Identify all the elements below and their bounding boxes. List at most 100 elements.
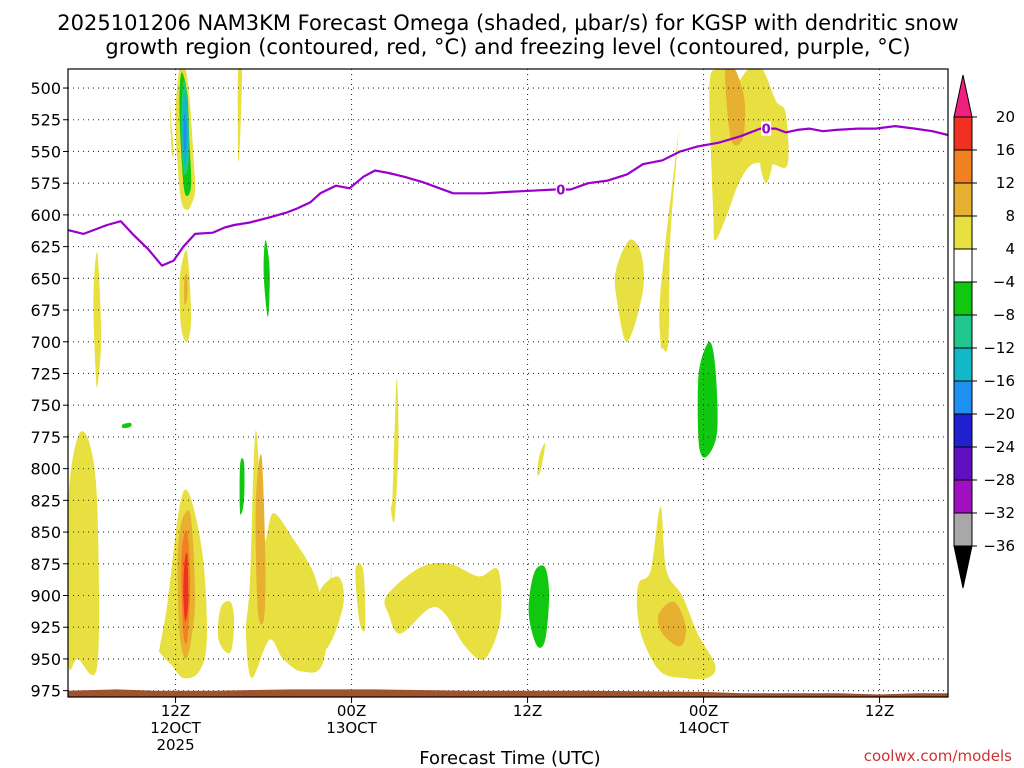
omega-region-neg20-4 <box>183 113 187 153</box>
y-tick-label-750: 750 <box>30 396 61 415</box>
plot-frame <box>67 68 949 698</box>
x-tick-label-h12-1: 12Z <box>161 702 190 720</box>
y-tick-label-675: 675 <box>30 301 61 320</box>
x-tick-label-h12-2: 12OCT <box>150 719 201 737</box>
omega-region-pos4-21 <box>317 576 344 650</box>
colorbar-swatch-8 <box>953 347 973 382</box>
colorbar-label-10: −24 <box>983 438 1015 456</box>
y-tick-label-825: 825 <box>30 491 61 510</box>
colorbar-label-9: −20 <box>983 405 1015 423</box>
omega-shading <box>68 69 789 680</box>
colorbar-swatch-4 <box>953 215 973 250</box>
y-tick-label-650: 650 <box>30 269 61 288</box>
x-tick-label-h30-1: 12Z <box>513 702 542 720</box>
omega-region-pos4-22 <box>355 563 366 632</box>
colorbar-bottom-arrow <box>953 545 973 589</box>
freezing-label-bg-0 <box>555 182 566 197</box>
x-tick-label-h21-2: 13OCT <box>326 719 377 737</box>
omega-region-pos4-24 <box>384 562 502 660</box>
y-tick-label-775: 775 <box>30 428 61 447</box>
colorbar-label-2: 12 <box>996 174 1015 192</box>
colorbar-swatch-1 <box>953 116 973 151</box>
colorbar-label-13: −36 <box>983 537 1015 555</box>
colorbar-swatch-5 <box>953 248 973 283</box>
chart-title-line1: 2025101206 NAM3KM Forecast Omega (shaded… <box>57 11 958 35</box>
x-tick-label-h39-2: 14OCT <box>678 719 729 737</box>
omega-region-pos8-33 <box>725 69 746 146</box>
omega-region-pos8-31 <box>657 601 687 647</box>
omega-region-pos4-6 <box>237 69 243 162</box>
colorbar-label-12: −32 <box>983 504 1015 522</box>
terrain <box>68 689 948 697</box>
colorbar-swatch-9 <box>953 380 973 415</box>
y-tick-label-600: 600 <box>30 206 61 225</box>
x-tick-label-h12-3: 2025 <box>156 736 194 754</box>
colorbar-label-11: −28 <box>983 471 1015 489</box>
x-axis-label: Forecast Time (UTC) <box>419 748 600 768</box>
omega-region-pos8-9 <box>184 273 188 305</box>
omega-region-neg8-29 <box>697 341 718 458</box>
omega-region-pos4-28 <box>659 129 679 352</box>
y-tick-label-800: 800 <box>30 460 61 479</box>
y-tick-label-700: 700 <box>30 333 61 352</box>
y-tick-label-875: 875 <box>30 555 61 574</box>
colorbar-label-1: 16 <box>996 141 1015 159</box>
omega-region-pos4-7 <box>93 252 102 388</box>
colorbar-label-5: −4 <box>993 273 1015 291</box>
freezing-level-line <box>67 124 949 267</box>
omega-region-pos4-5 <box>169 100 174 157</box>
omega-region-pos4-34 <box>760 148 772 184</box>
grid-lines <box>68 69 948 697</box>
colorbar-swatch-13 <box>953 512 973 547</box>
y-tick-label-850: 850 <box>30 523 61 542</box>
terrain-fill <box>68 689 948 697</box>
omega-region-pos16-16 <box>183 552 189 621</box>
y-tick-label-925: 925 <box>30 618 61 637</box>
omega-region-neg8-12 <box>121 422 132 429</box>
colorbar-label-3: 8 <box>1005 207 1015 225</box>
y-tick-label-550: 550 <box>30 142 61 161</box>
y-tick-label-725: 725 <box>30 364 61 383</box>
colorbar-top-arrow <box>953 74 973 118</box>
colorbar-swatch-2 <box>953 149 973 184</box>
x-tick-label-h48-1: 12Z <box>865 702 894 720</box>
x-tick-label-h21-1: 00Z <box>337 702 366 720</box>
colorbar-swatch-11 <box>953 446 973 481</box>
omega-region-pos4-26 <box>537 442 546 476</box>
y-axis: 500 525 550 575 600 625 650 675 700 725 750 775 800 8… <box>30 79 68 701</box>
colorbar-swatch-10 <box>953 413 973 448</box>
chart-title-line2: growth region (contoured, red, °C) and f… <box>105 35 910 59</box>
omega-region-pos4-17 <box>217 601 235 654</box>
y-tick-label-525: 525 <box>30 111 61 130</box>
omega-region-pos4-11 <box>68 431 100 676</box>
y-tick-label-625: 625 <box>30 238 61 257</box>
omega-region-pos4-23 <box>390 378 399 523</box>
colorbar-swatch-6 <box>953 281 973 316</box>
freezing-label-bg-1 <box>761 121 772 136</box>
omega-region-neg8-10 <box>263 240 270 318</box>
freezing-level-label-0: 0 <box>556 184 565 199</box>
colorbar-swatch-7 <box>953 314 973 349</box>
omega-region-pos4-19 <box>245 430 333 679</box>
credit-text: coolwx.com/models <box>864 747 1012 765</box>
y-tick-label-900: 900 <box>30 587 61 606</box>
x-tick-label-h39-1: 00Z <box>689 702 718 720</box>
y-tick-label-975: 975 <box>30 682 61 701</box>
colorbar-swatch-12 <box>953 479 973 514</box>
y-tick-label-500: 500 <box>30 79 61 98</box>
omega-region-pos4-27 <box>614 239 644 342</box>
colorbar-label-4: 4 <box>1005 240 1015 258</box>
colorbar-label-7: −12 <box>983 339 1015 357</box>
colorbar-label-8: −16 <box>983 372 1015 390</box>
colorbar-swatch-3 <box>953 182 973 217</box>
y-tick-label-575: 575 <box>30 174 61 193</box>
colorbar-label-6: −8 <box>993 306 1015 324</box>
omega-region-pos8-20 <box>255 454 266 625</box>
colorbar-label-0: 20 <box>996 108 1015 126</box>
y-tick-label-950: 950 <box>30 650 61 669</box>
omega-region-pos4-30 <box>636 506 716 680</box>
freezing-level: 00 <box>67 121 949 267</box>
colorbar: 20 16 12 8 4 −4 −8 −12 −16 −20 −24 −28 −32 −36 <box>953 74 1015 589</box>
plot-background <box>68 69 948 697</box>
